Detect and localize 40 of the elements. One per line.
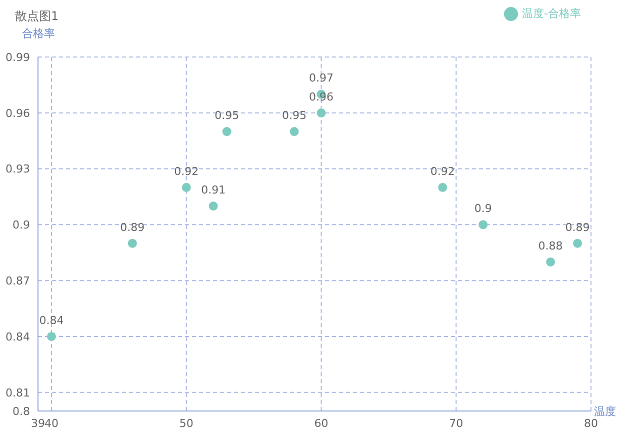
- x-tick-label: 60: [314, 416, 328, 430]
- y-tick-label: 0.8: [12, 404, 30, 418]
- point: [573, 238, 582, 248]
- y-tick-label: 0.93: [6, 162, 30, 176]
- data-label: 0.95: [214, 109, 240, 122]
- data-label: 0.88: [538, 239, 563, 252]
- data-label: 0.89: [120, 220, 145, 234]
- point: [438, 182, 448, 192]
- point: [208, 202, 218, 211]
- point: [546, 257, 556, 266]
- y-tick-label: 0.96: [6, 106, 30, 120]
- point: [478, 220, 488, 230]
- point: [222, 127, 232, 136]
- point: [290, 127, 299, 136]
- y-tick-label: 0.99: [6, 50, 30, 64]
- legend-label: 温度-合格率: [522, 7, 581, 20]
- x-axis-title: 温度: [594, 404, 616, 418]
- data-label: 0.9: [474, 202, 492, 216]
- data-label: 0.92: [174, 164, 199, 178]
- x-tick-label: 80: [584, 416, 598, 430]
- y-tick-label: 0.9: [12, 218, 30, 232]
- data-label: 0.84: [39, 314, 64, 327]
- x-tick-label: 40: [44, 416, 58, 430]
- x-tick-label: 39: [31, 416, 45, 430]
- point: [316, 108, 326, 118]
- y-tick-label: 0.81: [6, 386, 30, 400]
- data-label: 0.91: [201, 184, 226, 197]
- data-label: 0.89: [565, 220, 590, 234]
- chart-title: 散点图1: [15, 8, 59, 25]
- data-label: 0.95: [282, 109, 307, 122]
- point: [46, 332, 56, 341]
- point: [128, 238, 137, 248]
- y-axis-title: 合格率: [22, 26, 55, 41]
- data-label: 0.92: [430, 164, 455, 178]
- data-label: 0.97: [308, 72, 334, 85]
- x-tick-label: 70: [449, 416, 464, 430]
- y-tick-label: 0.84: [6, 330, 30, 344]
- point: [182, 182, 191, 192]
- y-tick-label: 0.87: [6, 274, 30, 288]
- x-tick-label: 50: [179, 416, 194, 430]
